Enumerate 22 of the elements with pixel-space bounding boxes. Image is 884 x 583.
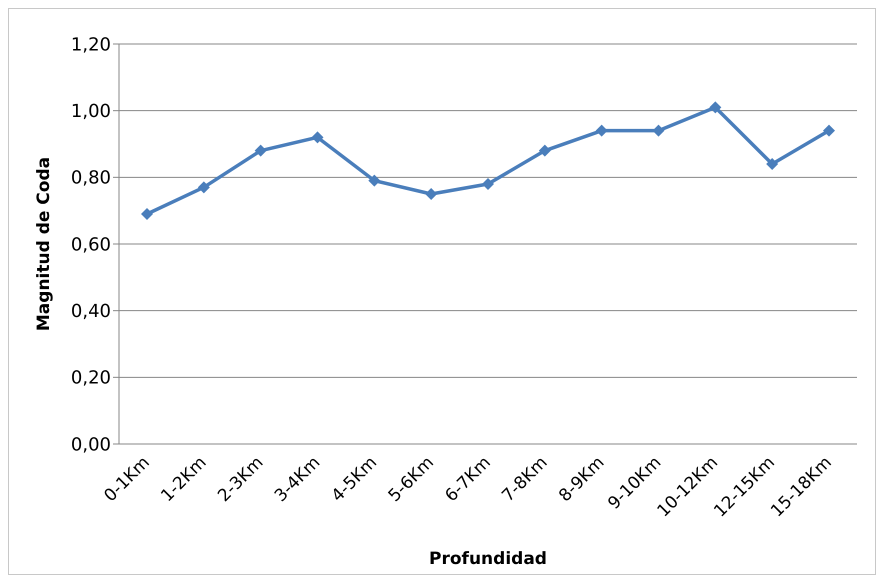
point bbox=[652, 124, 664, 137]
y-tick-label: 1,00 bbox=[70, 101, 111, 122]
y-tick-label: 0,00 bbox=[70, 434, 111, 456]
point bbox=[368, 174, 380, 187]
y-axis-title: Magnitud de Coda bbox=[34, 156, 54, 332]
point bbox=[198, 181, 210, 194]
y-tick-label: 0,60 bbox=[70, 234, 111, 256]
y-tick-label: 0,20 bbox=[70, 368, 111, 389]
point bbox=[823, 124, 835, 137]
point bbox=[596, 124, 608, 137]
point bbox=[709, 101, 722, 114]
x-axis-title: Profundidad bbox=[429, 549, 547, 569]
point bbox=[254, 144, 267, 157]
y-tick-label: 0,80 bbox=[70, 168, 111, 189]
point bbox=[312, 131, 324, 144]
y-tick-label: 0,40 bbox=[70, 301, 111, 322]
y-tick-label: 1,20 bbox=[70, 34, 111, 56]
point bbox=[482, 178, 494, 190]
point bbox=[538, 144, 551, 157]
point bbox=[141, 208, 153, 220]
point bbox=[425, 188, 438, 200]
point bbox=[766, 158, 778, 170]
